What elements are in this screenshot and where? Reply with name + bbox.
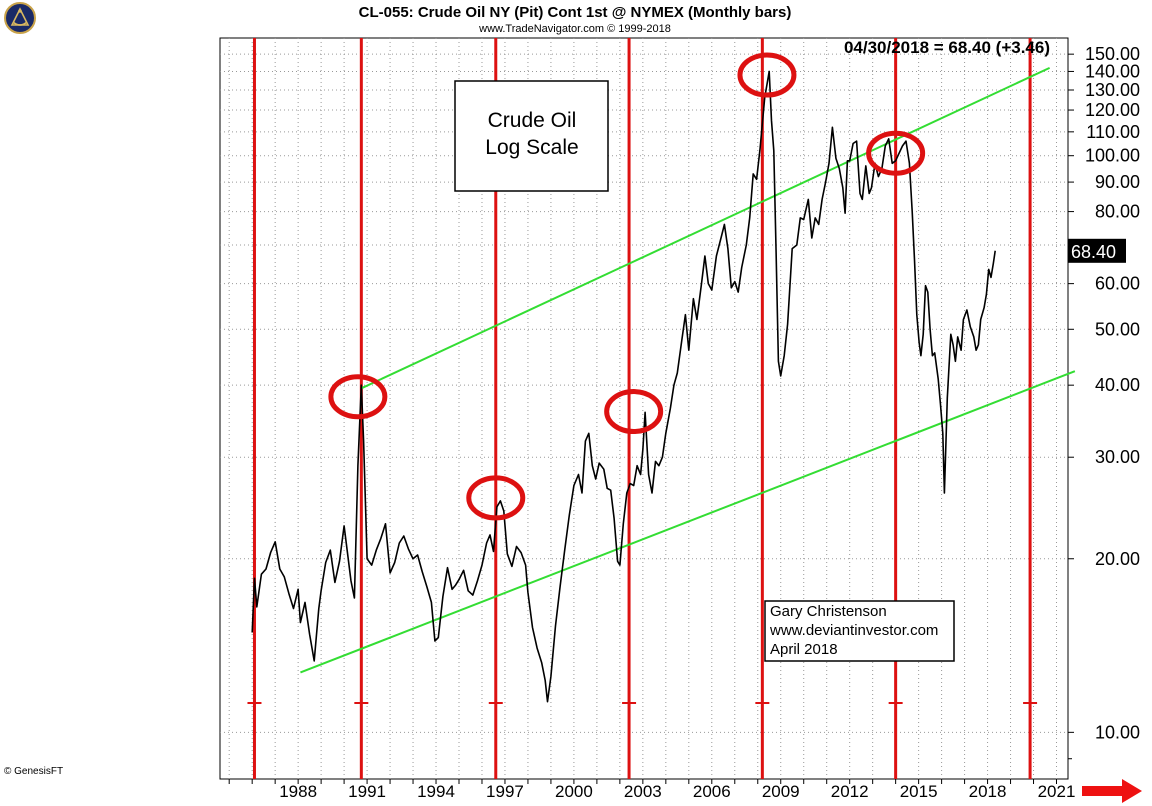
x-tick-label: 2000 [555, 782, 593, 801]
y-tick-label: 20.00 [1095, 549, 1140, 569]
cycle-top-circles [328, 52, 926, 521]
y-tick-label: 80.00 [1095, 202, 1140, 222]
y-tick-label: 40.00 [1095, 375, 1140, 395]
x-tick-label: 2003 [624, 782, 662, 801]
price-readout: 04/30/2018 = 68.40 (+3.46) [844, 38, 1050, 57]
credit-line-3: April 2018 [770, 641, 838, 658]
footer-copyright: © GenesisFT [4, 766, 63, 777]
y-tick-label: 120.00 [1085, 100, 1140, 120]
y-tick-label: 30.00 [1095, 447, 1140, 467]
channel-line [360, 66, 1051, 390]
price-series [251, 70, 996, 703]
x-tick-label: 2021 [1038, 782, 1076, 801]
x-tick-label: 1991 [348, 782, 386, 801]
x-tick-label: 1994 [417, 782, 455, 801]
scale-note-line-2: Log Scale [485, 136, 578, 159]
y-tick-label: 60.00 [1095, 274, 1140, 294]
y-tick-label: 140.00 [1085, 61, 1140, 81]
y-tick-label: 10.00 [1095, 722, 1140, 742]
cycle-top-circle [328, 374, 388, 420]
x-tick-label: 2018 [969, 782, 1007, 801]
price-line [251, 70, 996, 703]
y-tick-label: 110.00 [1086, 122, 1140, 142]
y-axis: 10.00 20.00 30.00 40.00 50.00 60.00 80.00 90.00… [1068, 44, 1140, 760]
y-tick-label: 90.00 [1095, 172, 1140, 192]
x-tick-label: 1988 [279, 782, 317, 801]
last-value-marker: 68.40 [1068, 238, 1126, 263]
x-tick-label: 2006 [693, 782, 731, 801]
cycle-top-circle [737, 52, 797, 98]
y-tick-label: 50.00 [1095, 319, 1140, 339]
x-tick-label: 2009 [762, 782, 800, 801]
chart-subtitle: www.TradeNavigator.com © 1999-2018 [478, 23, 671, 35]
x-tick-label: 2012 [831, 782, 869, 801]
y-tick-label: 130.00 [1085, 80, 1140, 100]
cycle-top-circle [466, 475, 526, 521]
scale-note-line-1: Crude Oil [488, 109, 577, 132]
cycle-top-circle [866, 130, 926, 176]
x-axis: 1988 1991 1994 1997 2000 2003 2006 2009 2012 2015… [228, 779, 1076, 801]
y-tick-label: 150.00 [1085, 44, 1140, 64]
y-tick-label: 100.00 [1085, 146, 1140, 166]
chart-title: CL-055: Crude Oil NY (Pit) Cont 1st @ NY… [359, 4, 792, 21]
credit-line-1: Gary Christenson [770, 603, 887, 620]
credit-line-2: www.deviantinvestor.com [769, 622, 938, 639]
credit-box: Gary Christenson www.deviantinvestor.com… [764, 600, 955, 662]
scale-note-box: Crude Oil Log Scale [454, 80, 609, 192]
arrow-right-icon [1082, 779, 1142, 803]
sextant-logo-icon [4, 2, 36, 34]
x-tick-label: 1997 [486, 782, 524, 801]
last-value-label: 68.40 [1071, 242, 1116, 262]
x-tick-label: 2015 [900, 782, 938, 801]
grid [220, 38, 1068, 779]
cycle-top-circle [604, 389, 664, 435]
plot-frame [219, 37, 1069, 780]
